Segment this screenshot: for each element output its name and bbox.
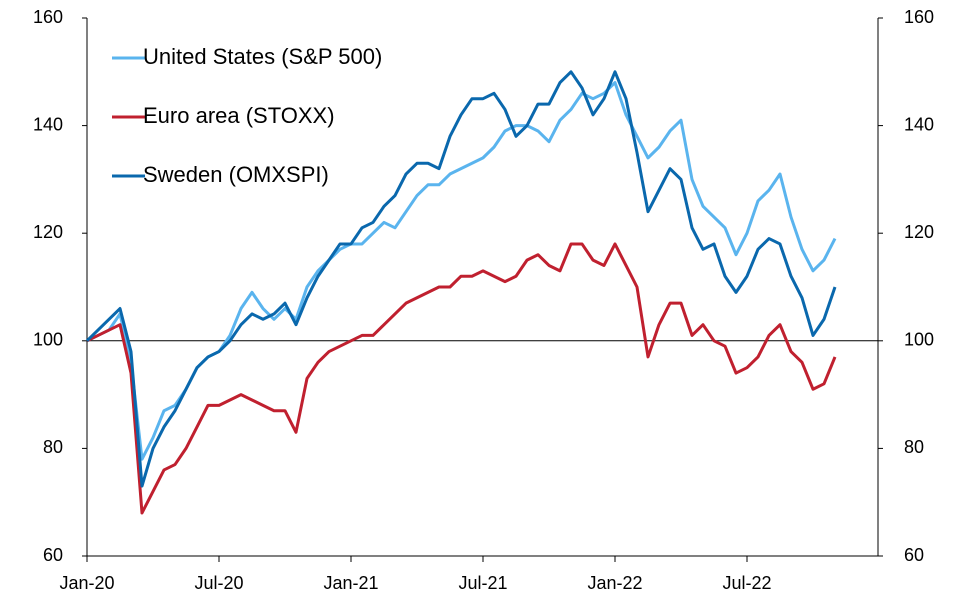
y-tick-label: 120 bbox=[33, 222, 63, 242]
series-line bbox=[86, 242, 837, 515]
y2-tick-label: 120 bbox=[904, 222, 934, 242]
series-line bbox=[85, 70, 837, 488]
x-tick-label: Jul-21 bbox=[458, 573, 507, 593]
x-tick-label: Jul-20 bbox=[194, 573, 243, 593]
legend-label: Sweden (OMXSPI) bbox=[143, 162, 329, 187]
y2-tick-label: 60 bbox=[904, 545, 924, 565]
y-tick-label: 160 bbox=[33, 7, 63, 27]
y-tick-label: 140 bbox=[33, 114, 63, 134]
x-tick-label: Jul-22 bbox=[722, 573, 771, 593]
y-tick-label: 100 bbox=[33, 330, 63, 350]
x-tick-label: Jan-20 bbox=[59, 573, 114, 593]
y2-tick-label: 80 bbox=[904, 437, 924, 457]
legend-label: United States (S&P 500) bbox=[143, 44, 382, 69]
y2-tick-label: 140 bbox=[904, 114, 934, 134]
y2-tick-label: 160 bbox=[904, 7, 934, 27]
y2-tick-label: 100 bbox=[904, 330, 934, 350]
x-tick-label: Jan-22 bbox=[587, 573, 642, 593]
legend-label: Euro area (STOXX) bbox=[143, 103, 335, 128]
y-tick-label: 60 bbox=[43, 545, 63, 565]
y-tick-label: 80 bbox=[43, 437, 63, 457]
x-tick-label: Jan-21 bbox=[323, 573, 378, 593]
